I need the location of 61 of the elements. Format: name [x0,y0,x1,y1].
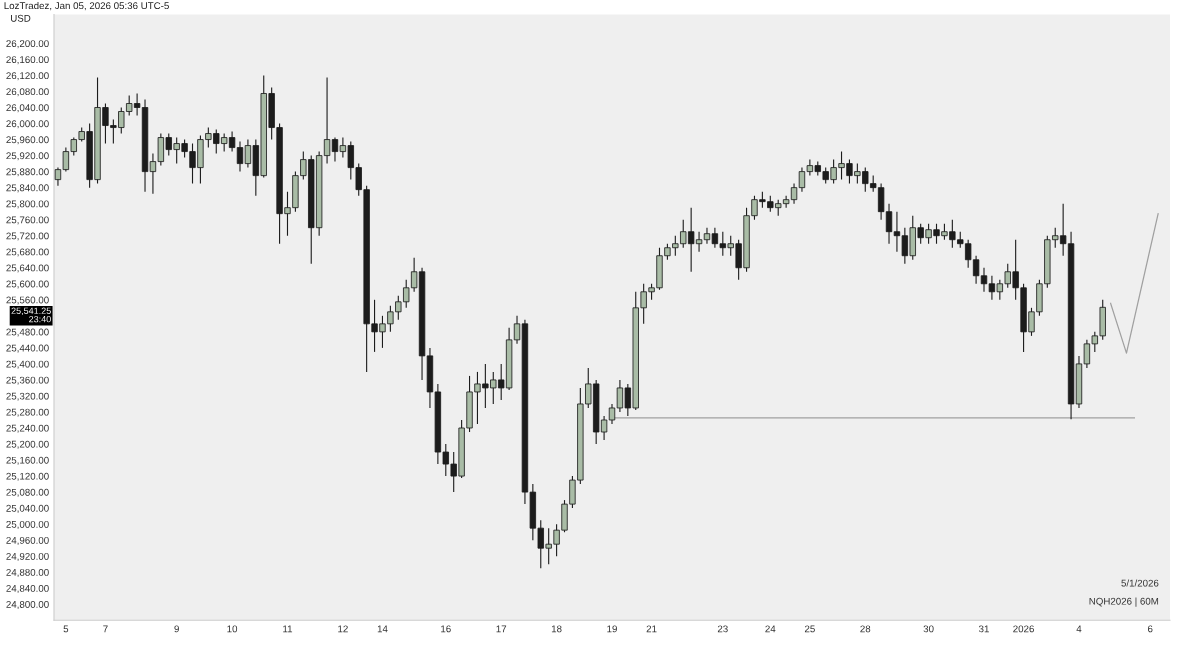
x-tick-label: 2026 [1013,625,1034,633]
y-tick-label: 25,920.00 [6,152,49,161]
x-tick-label: 10 [227,625,238,633]
x-tick-label: 31 [978,625,989,633]
x-tick-label: 30 [923,625,934,633]
y-tick-label: 25,640.00 [6,264,49,273]
y-tick-label: 25,080.00 [6,488,49,497]
x-tick-label: 5 [63,625,69,633]
y-tick-label: 24,840.00 [6,584,49,594]
y-tick-label: 25,880.00 [6,168,49,177]
y-tick-label: 25,200.00 [6,440,49,449]
x-tick-label: 11 [283,625,293,633]
x-tick-label: 17 [496,625,507,633]
y-tick-label: 25,480.00 [6,328,49,337]
x-tick-label: 21 [646,625,657,633]
x-tick-label: 28 [860,625,871,633]
y-tick-label: 25,400.00 [6,360,49,369]
y-axis-title: USD [11,14,31,22]
y-tick-label: 25,960.00 [6,136,49,145]
x-tick-label: 12 [338,625,348,633]
y-tick-label: 25,000.00 [6,520,49,529]
x-tick-label: 4 [1076,625,1082,633]
x-tick-label: 24 [765,625,776,633]
x-tick-label: 6 [1148,625,1153,633]
text: 25,541.25 23:40 [11,307,51,323]
y-tick-label: 25,320.00 [6,392,49,401]
x-tick-label: 18 [551,625,562,633]
y-tick-label: 25,600.00 [6,280,49,289]
y-tick-label: 25,720.00 [6,232,49,241]
y-tick-label: 25,440.00 [6,344,49,353]
y-tick-label: 24,960.00 [6,536,49,545]
y-tick-label: 25,840.00 [6,184,49,193]
annotation: NQH2026 | 60M [1089,597,1159,607]
y-tick-label: 25,560.00 [6,296,49,305]
y-tick-label: 25,120.00 [6,472,49,481]
y-tick-label: 25,040.00 [6,504,49,513]
y-tick-label: 25,800.00 [6,200,49,209]
y-tick-label: 24,920.00 [6,552,49,561]
x-tick-label: 7 [103,625,108,633]
y-tick-label: 25,240.00 [6,424,49,433]
chart-title: LozTradez, Jan 05, 2026 05:36 UTC-5 [4,1,169,11]
y-tick-label: 25,760.00 [6,216,49,225]
y-tick-label: 26,160.00 [6,56,49,65]
x-tick-label: 23 [717,625,728,633]
y-tick-label: 26,200.00 [6,40,49,49]
y-tick-label: 25,360.00 [6,376,49,385]
y-tick-label: 26,000.00 [6,120,49,129]
y-tick-label: 26,040.00 [6,104,49,113]
y-tick-label: 26,080.00 [6,88,49,97]
x-tick-label: 25 [804,625,815,633]
y-tick-label: 26,120.00 [6,72,49,81]
y-tick-label: 24,880.00 [6,568,49,577]
y-tick-label: 25,280.00 [6,408,49,417]
x-tick-label: 14 [377,625,388,633]
x-tick-label: 16 [441,625,451,633]
annotation: 5/1/2026 [1121,579,1159,587]
x-tick-label: 19 [607,625,617,633]
x-tick-label: 9 [174,625,179,633]
y-tick-label: 25,160.00 [6,456,49,465]
y-tick-label: 24,800.00 [6,601,49,610]
y-tick-label: 25,680.00 [6,248,49,257]
